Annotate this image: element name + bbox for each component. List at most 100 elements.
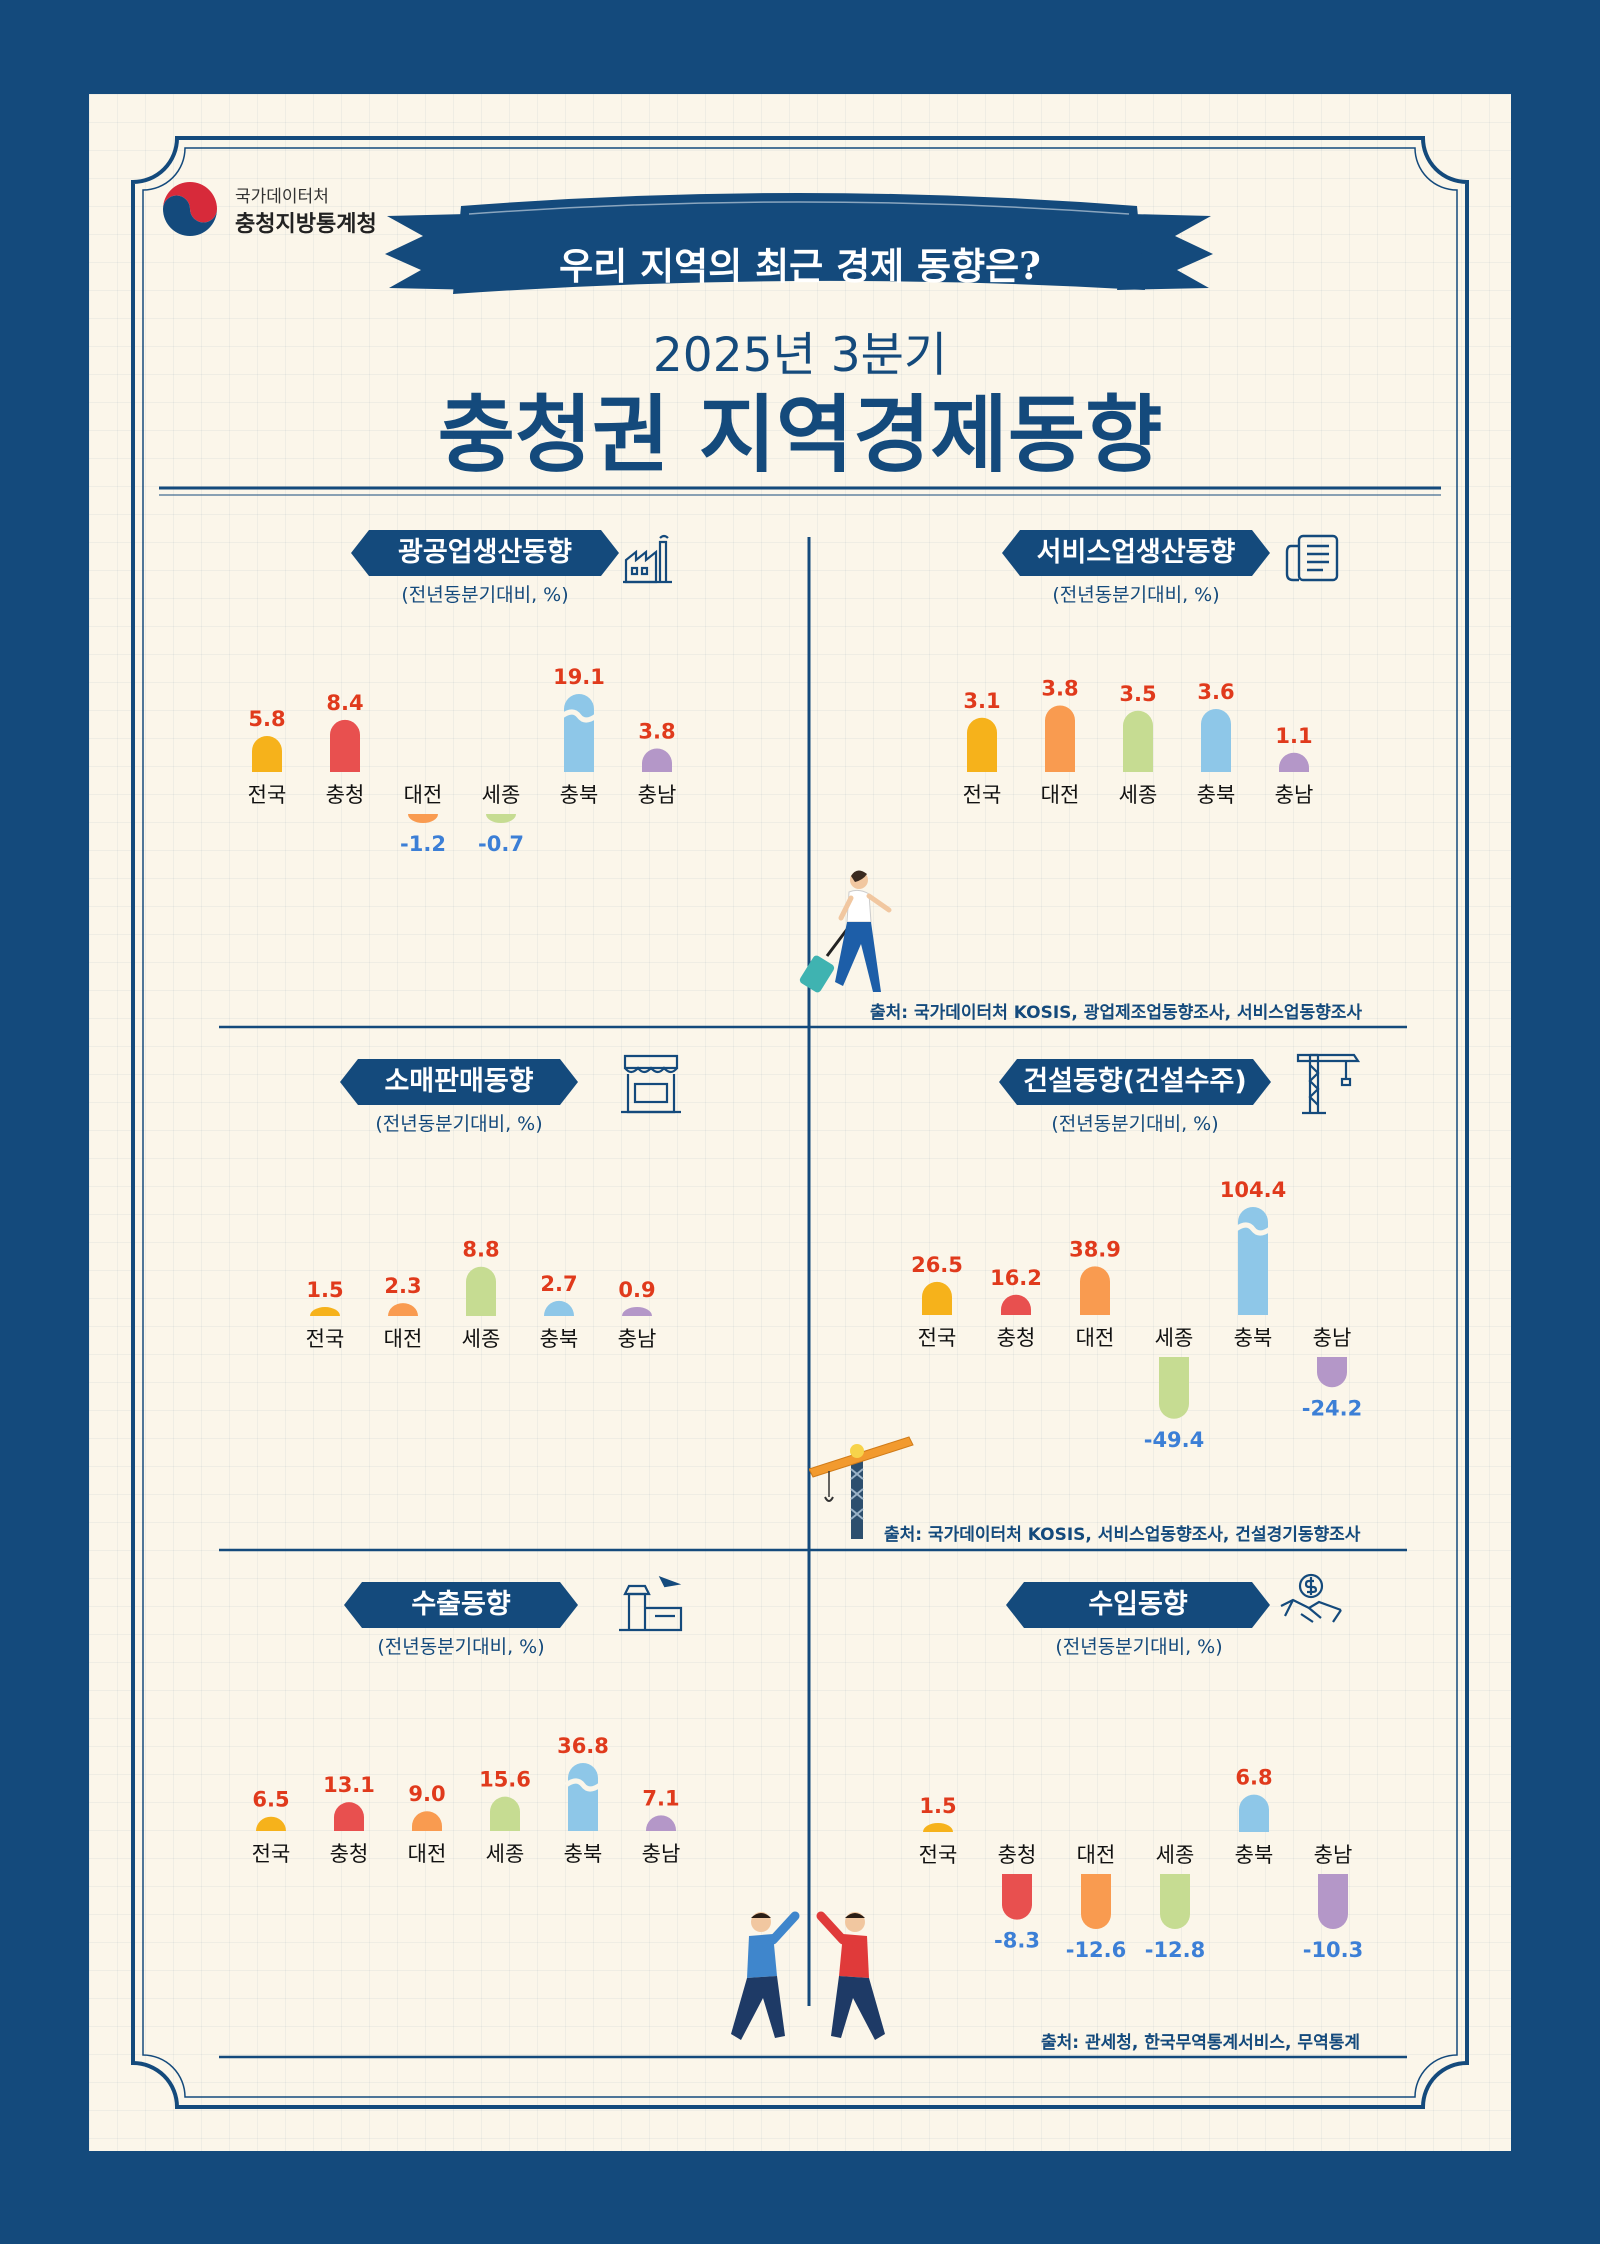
bar-전국 (256, 1816, 286, 1831)
value-label: 3.8 (1041, 677, 1078, 701)
value-label: 0.9 (618, 1278, 655, 1302)
chart-mining-production: 전국 5.8 충청 8.4 대전 -1.2 세종 -0.7 충북 19.1 충남 3.8 전국 3.1 대전… (248, 665, 1364, 1962)
category-label: 세종 (1156, 1843, 1195, 1867)
bar-세종 (466, 1266, 496, 1316)
bar-전국 (922, 1281, 952, 1315)
bar-대전 (1045, 705, 1075, 772)
source-line-2: 출처: 국가데이터처 KOSIS, 서비스업동향조사, 건설경기동향조사 (884, 1525, 1361, 1545)
category-label: 대전 (1077, 1843, 1116, 1867)
bar-대전 (412, 1811, 442, 1831)
bar-세종 (1159, 1357, 1189, 1419)
value-label: 19.1 (553, 665, 605, 689)
chart-0: 전국 5.8 충청 8.4 대전 -1.2 세종 -0.7 충북 19.1 충남 3.8 (248, 665, 677, 856)
panel-title-construction: 건설동향(건설수주) (999, 1059, 1271, 1105)
bar-충청 (330, 719, 360, 772)
category-label: 충청 (330, 1842, 369, 1866)
value-label: 3.6 (1197, 680, 1234, 704)
panel-unit-import: (전년동분기대비, %) (1055, 1636, 1223, 1658)
chart-3: 전국 26.5 충청 16.2 대전 38.9 세종 -49.4 충북 104.4 충남 -24.2 (911, 1178, 1362, 1452)
value-label: 36.8 (557, 1734, 609, 1758)
value-label: 5.8 (248, 707, 285, 731)
bar-전국 (967, 717, 997, 772)
bar-대전 (408, 814, 438, 823)
category-label: 충북 (540, 1327, 579, 1351)
bar-충남 (622, 1307, 652, 1316)
bar-충남 (1279, 752, 1309, 772)
category-label: 대전 (404, 783, 443, 807)
value-label: 1.1 (1275, 724, 1312, 748)
panel-unit-retail: (전년동분기대비, %) (375, 1113, 543, 1135)
panel-title-export: 수출동향 (344, 1582, 578, 1628)
category-label: 세종 (1155, 1326, 1194, 1350)
category-label: 충북 (1235, 1843, 1274, 1867)
highfive-illustration (731, 1911, 885, 2040)
category-label: 충북 (1197, 783, 1236, 807)
page-title: 충청권 지역경제동향 (437, 386, 1163, 484)
value-label: 8.8 (462, 1238, 499, 1262)
bar-세종 (486, 814, 516, 823)
bar-전국 (310, 1307, 340, 1316)
panel-unit-export: (전년동분기대비, %) (377, 1636, 545, 1658)
bar-충남 (642, 748, 672, 772)
value-label: 7.1 (642, 1786, 679, 1810)
category-label: 충북 (1234, 1326, 1273, 1350)
poster-frame (131, 136, 1469, 2109)
axis-break-mark (1234, 1222, 1272, 1236)
panel-title-service: 서비스업생산동향 (1002, 530, 1270, 576)
category-label: 충남 (1275, 783, 1314, 807)
bar-세종 (490, 1796, 520, 1831)
value-label: 104.4 (1220, 1178, 1286, 1202)
bar-충청 (1001, 1294, 1031, 1315)
category-label: 충남 (638, 783, 677, 807)
org-name-line2: 충청지방통계청 (235, 212, 377, 237)
category-label: 충남 (642, 1842, 681, 1866)
value-label: 6.5 (252, 1788, 289, 1812)
category-label: 충청 (998, 1843, 1037, 1867)
source-line-3: 출처: 관세청, 한국무역통계서비스, 무역통계 (1041, 2033, 1360, 2053)
bar-충북 (564, 694, 594, 772)
crane-icon (1296, 1053, 1360, 1115)
category-label: 대전 (384, 1327, 423, 1351)
poster: 국가데이터처 충청지방통계청 우리 지역의 최근 경제 동향은? 2025년 3… (89, 94, 1511, 2151)
bar-충북 (544, 1300, 574, 1316)
bar-세종 (1160, 1874, 1190, 1929)
panel-title-retail: 소매판매동향 (340, 1059, 578, 1105)
category-label: 세종 (462, 1327, 501, 1351)
value-label: -24.2 (1302, 1396, 1363, 1420)
value-label: 6.8 (1235, 1766, 1272, 1790)
value-label: 26.5 (911, 1253, 963, 1277)
category-label: 전국 (963, 783, 1002, 807)
value-label: 38.9 (1069, 1237, 1121, 1261)
value-label: -8.3 (994, 1929, 1040, 1953)
bar-세종 (1123, 710, 1153, 772)
category-label: 충남 (1314, 1843, 1353, 1867)
banner-text: 우리 지역의 최근 경제 동향은? (559, 244, 1041, 288)
value-label: 1.5 (306, 1278, 343, 1302)
category-label: 충남 (618, 1327, 657, 1351)
category-label: 대전 (408, 1842, 447, 1866)
category-label: 충북 (564, 1842, 603, 1866)
value-label: -1.2 (400, 832, 446, 856)
crane-illustration (809, 1436, 914, 1539)
org-name-line1: 국가데이터처 (235, 187, 329, 207)
category-label: 세종 (1119, 783, 1158, 807)
bar-충남 (1318, 1874, 1348, 1929)
bar-충북 (1239, 1794, 1269, 1832)
page-subtitle: 2025년 3분기 (652, 328, 948, 383)
value-label: -10.3 (1303, 1938, 1364, 1962)
bar-전국 (923, 1823, 953, 1832)
panel-unit-mining: (전년동분기대비, %) (401, 584, 569, 606)
chart-4: 전국 6.5 충청 13.1 대전 9.0 세종 15.6 충북 36.8 충남 7.1 (252, 1734, 681, 1866)
chart-1: 전국 3.1 대전 3.8 세종 3.5 충북 3.6 충남 1.1 (963, 677, 1314, 808)
category-label: 대전 (1076, 1326, 1115, 1350)
category-label: 전국 (306, 1327, 345, 1351)
store-icon (621, 1054, 681, 1114)
traveler-illustration (799, 870, 892, 993)
bar-충북 (568, 1763, 598, 1831)
factory-icon (623, 534, 672, 584)
value-label: 9.0 (408, 1782, 445, 1806)
category-label: 세종 (486, 1842, 525, 1866)
bar-충청 (334, 1802, 364, 1831)
value-label: 1.5 (919, 1794, 956, 1818)
category-label: 충북 (560, 783, 599, 807)
